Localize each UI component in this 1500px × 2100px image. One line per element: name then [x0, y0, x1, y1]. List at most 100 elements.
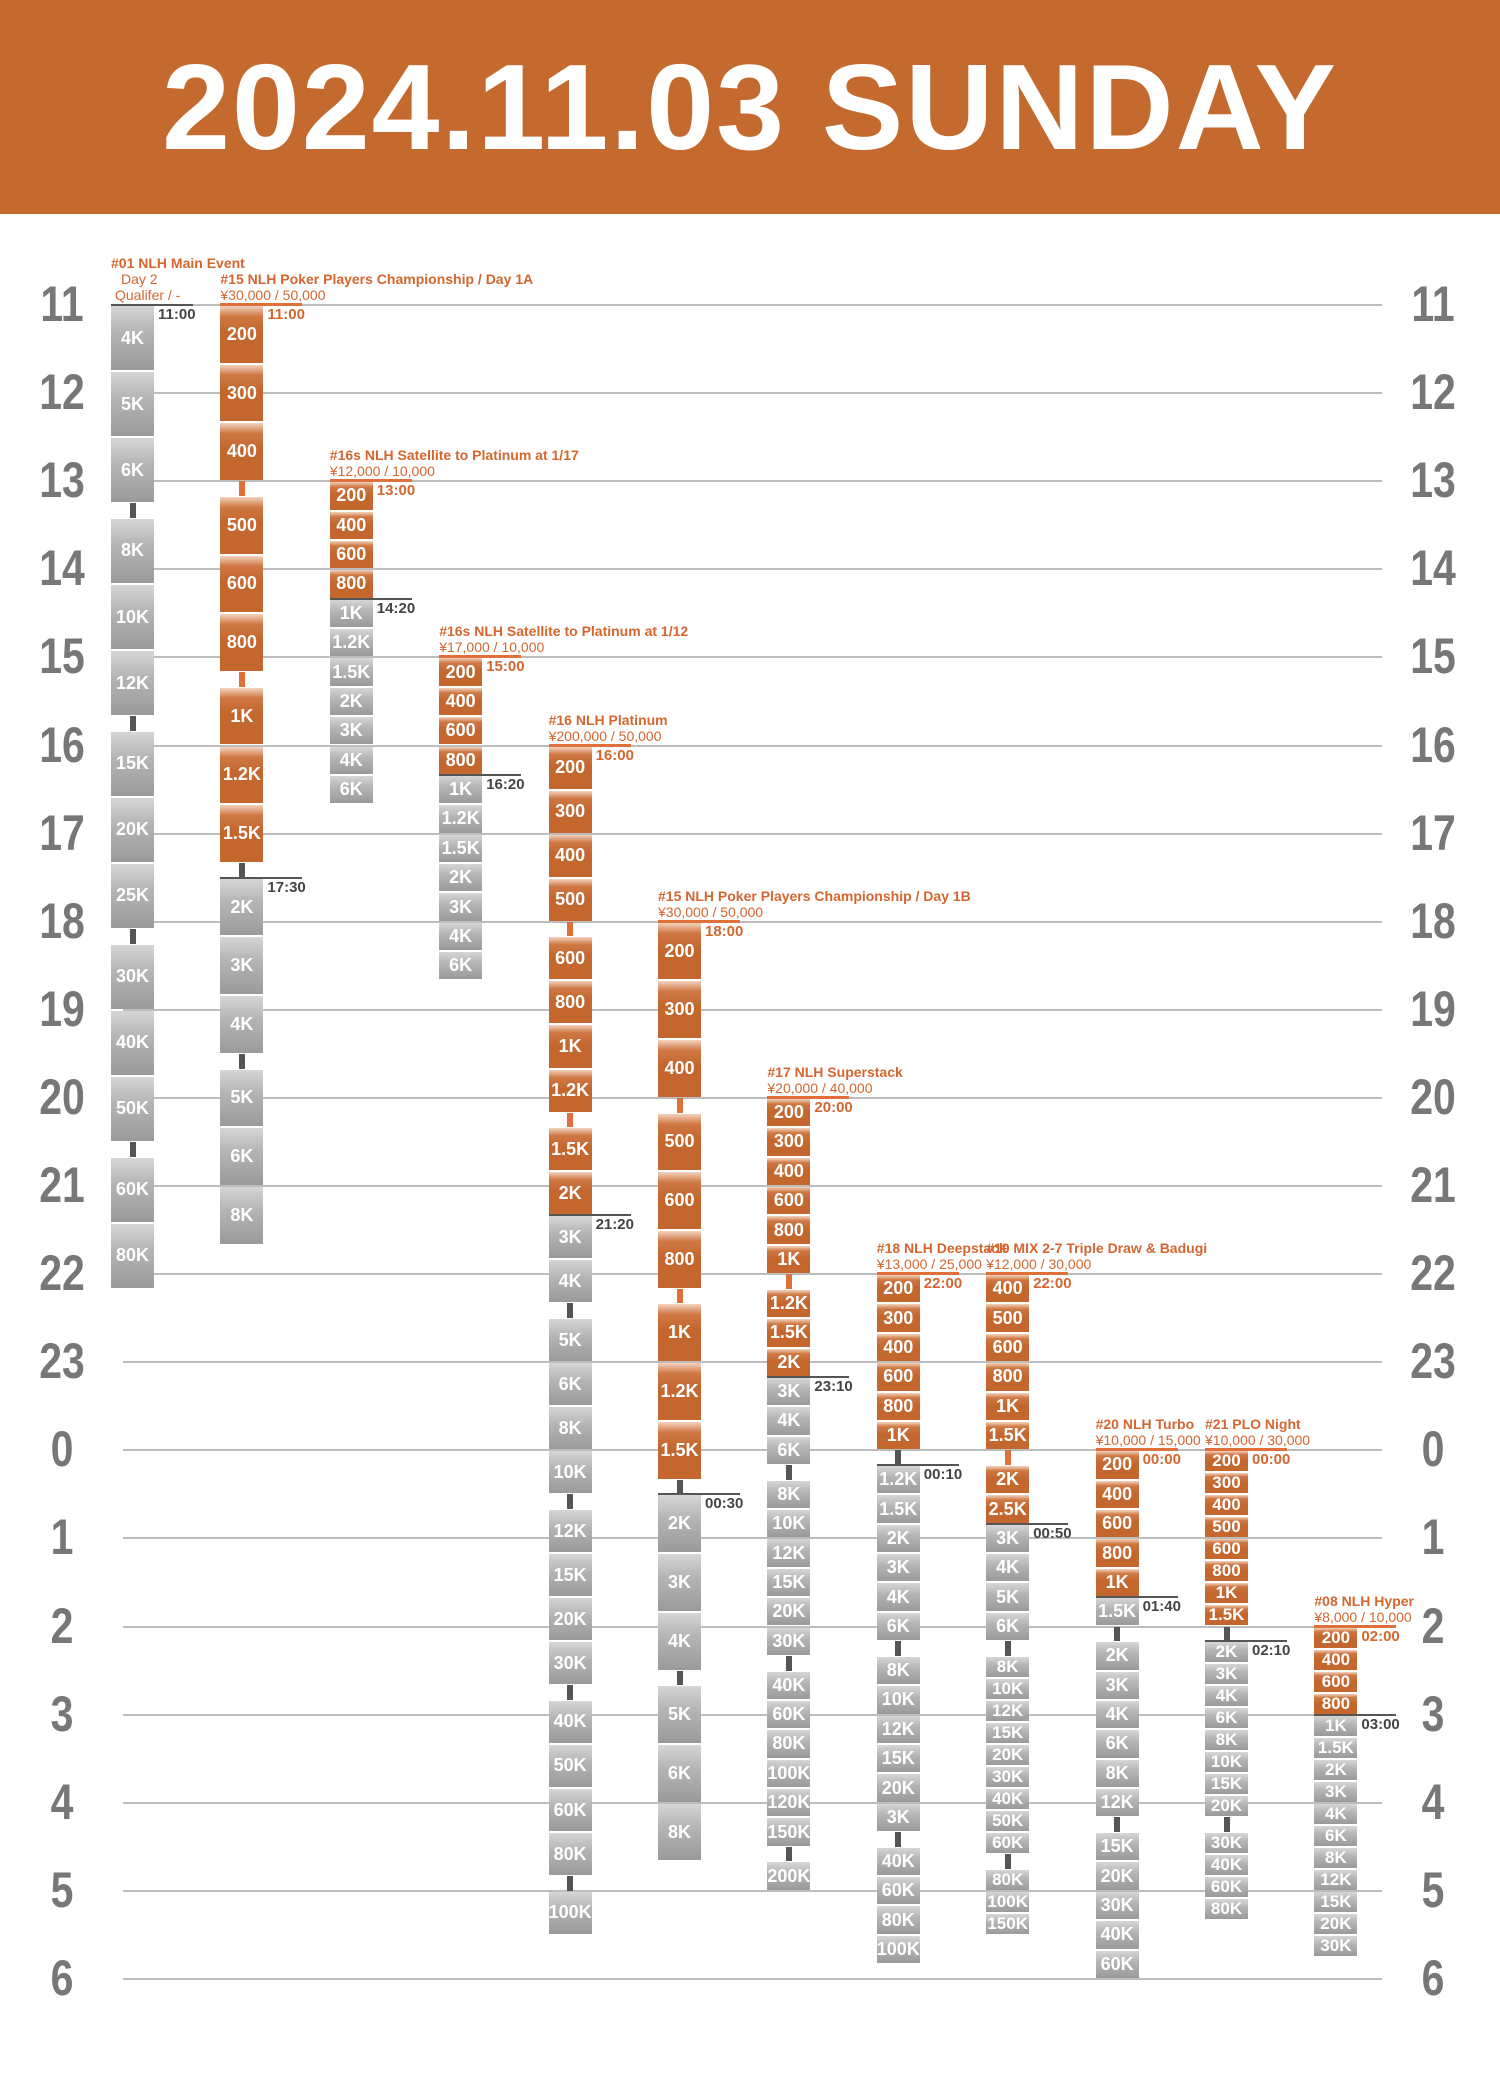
blind-level-closed: 15K — [1314, 1891, 1358, 1912]
header-banner: 2024.11.03 SUNDAY — [0, 0, 1500, 214]
blind-level-closed: 40K — [876, 1847, 920, 1876]
blind-level-open: 400 — [1205, 1495, 1248, 1516]
blind-level-open: 200 — [767, 1098, 811, 1127]
hour-label-left: 17 — [39, 804, 85, 861]
blind-level-open: 300 — [767, 1128, 811, 1156]
reg-close-time-label: 23:10 — [814, 1377, 853, 1395]
blind-level-closed: 60K — [986, 1833, 1030, 1854]
hour-label-right: 1 — [1421, 1509, 1445, 1566]
blind-level-open: 1.5K — [767, 1319, 811, 1347]
break-connector — [895, 1832, 902, 1847]
blind-level-open: 600 — [876, 1363, 920, 1391]
start-time-label: 22:00 — [923, 1275, 963, 1293]
blind-level-open: 800 — [658, 1231, 701, 1288]
blind-level-closed: 10K — [548, 1451, 592, 1494]
hour-label-left: 14 — [39, 540, 85, 597]
blind-level-open: 1.2K — [767, 1289, 811, 1318]
blind-level-open: 500 — [986, 1304, 1030, 1332]
blind-level-closed: 50K — [111, 1076, 154, 1141]
blind-level-closed: 40K — [548, 1700, 592, 1743]
blind-level-closed: 1.5K — [876, 1495, 920, 1523]
blind-level-open: 2K — [986, 1465, 1030, 1494]
blind-level-closed: 3K — [658, 1554, 701, 1611]
blind-level-closed: 4K — [1314, 1803, 1358, 1824]
blind-level-open: 400 — [1095, 1480, 1139, 1509]
event-subtitle: Day 2 — [121, 271, 158, 287]
event-title: #17 NLH Superstack — [767, 1063, 903, 1080]
blind-level-open: 400 — [1314, 1649, 1358, 1670]
start-time-label: 18:00 — [705, 922, 744, 940]
blind-level-closed: 3K — [876, 1554, 920, 1582]
blind-level-open: 200 — [439, 658, 483, 686]
reg-close-time-label: 00:10 — [923, 1465, 963, 1483]
blind-level-open: 1.2K — [548, 1069, 592, 1112]
event-title: #16s NLH Satellite to Platinum at 1/12 — [439, 623, 689, 640]
blind-level-closed: 6K — [111, 438, 154, 503]
blind-level-open: 200 — [220, 306, 264, 363]
hour-label-left: 3 — [50, 1685, 74, 1742]
blind-level-open: 800 — [548, 981, 592, 1024]
blind-level-open: 400 — [658, 1040, 701, 1097]
blind-level-closed: 3K — [220, 937, 264, 995]
event-price: ¥12,000 / 30,000 — [986, 1256, 1092, 1273]
blind-level-open: 1.5K — [220, 805, 264, 862]
blind-level-open: 800 — [1095, 1539, 1139, 1567]
blind-level-open: 1.5K — [1205, 1605, 1248, 1626]
blind-level-closed: 3K — [439, 893, 483, 921]
blind-level-closed: 4K — [876, 1583, 920, 1611]
blind-level-closed: 5K — [220, 1069, 264, 1127]
blind-level-open: 600 — [220, 555, 264, 613]
hour-label-left: 6 — [50, 1949, 74, 2006]
blind-level-open: 800 — [986, 1363, 1030, 1391]
blind-level-closed: 3K — [767, 1377, 811, 1406]
start-underline — [658, 919, 740, 923]
blind-level-closed: 8K — [767, 1480, 811, 1509]
blind-level-closed: 25K — [111, 863, 154, 929]
blind-level-open: 600 — [1205, 1539, 1248, 1560]
hour-label-right: 18 — [1410, 892, 1456, 949]
blind-level-closed: 3K — [876, 1803, 920, 1832]
break-connector — [567, 1112, 574, 1128]
break-connector — [676, 1288, 683, 1304]
blind-level-closed: 20K — [111, 797, 154, 862]
blind-level-closed: 4K — [439, 922, 483, 951]
start-time-label: 00:00 — [1142, 1451, 1181, 1469]
blind-level-open: 1.5K — [548, 1128, 592, 1171]
break-connector — [129, 503, 136, 518]
blind-level-open: 600 — [1314, 1671, 1358, 1692]
event-title: #15 NLH Poker Players Championship / Day… — [220, 271, 534, 287]
start-time-label: 13:00 — [376, 482, 416, 500]
blind-level-closed: 30K — [1205, 1833, 1248, 1854]
break-connector — [785, 1464, 792, 1480]
break-connector — [1114, 1817, 1121, 1833]
blind-level-closed: 40K — [1095, 1921, 1139, 1949]
blind-level-closed: 80K — [1205, 1899, 1248, 1920]
reg-close-time-label: 14:20 — [376, 599, 416, 617]
blind-level-closed: 10K — [876, 1686, 920, 1714]
blind-level-closed: 10K — [767, 1510, 811, 1538]
blind-level-closed: 80K — [986, 1869, 1030, 1890]
blind-level-closed: 120K — [767, 1789, 810, 1817]
hour-label-right: 3 — [1421, 1685, 1445, 1742]
blind-level-open: 600 — [658, 1172, 701, 1230]
hour-label-left: 16 — [39, 716, 85, 773]
blind-level-open: 1K — [986, 1392, 1030, 1420]
blind-level-closed: 1.5K — [329, 658, 373, 686]
blind-level-open: 500 — [548, 878, 592, 921]
hour-label-left: 18 — [39, 892, 85, 949]
blind-level-closed: 100K — [767, 1759, 810, 1787]
event-title: #16s NLH Satellite to Platinum at 1/17 — [329, 447, 579, 464]
blind-level-closed: 5K — [111, 372, 154, 437]
blind-level-closed: 40K — [111, 1010, 154, 1075]
blind-level-closed: 80K — [548, 1833, 592, 1876]
break-connector — [1223, 1817, 1230, 1833]
hour-label-left: 22 — [39, 1245, 85, 1302]
event-title-block: #21 PLO Night ¥10,000 / 30,000 — [1205, 1416, 1310, 1448]
blind-level-closed: 100K — [986, 1891, 1030, 1912]
blind-level-closed: 80K — [767, 1730, 811, 1758]
blind-level-closed: 6K — [1095, 1730, 1139, 1758]
blind-level-closed: 20K — [986, 1744, 1030, 1765]
break-connector — [567, 1876, 574, 1891]
blind-level-closed: 30K — [767, 1627, 811, 1655]
